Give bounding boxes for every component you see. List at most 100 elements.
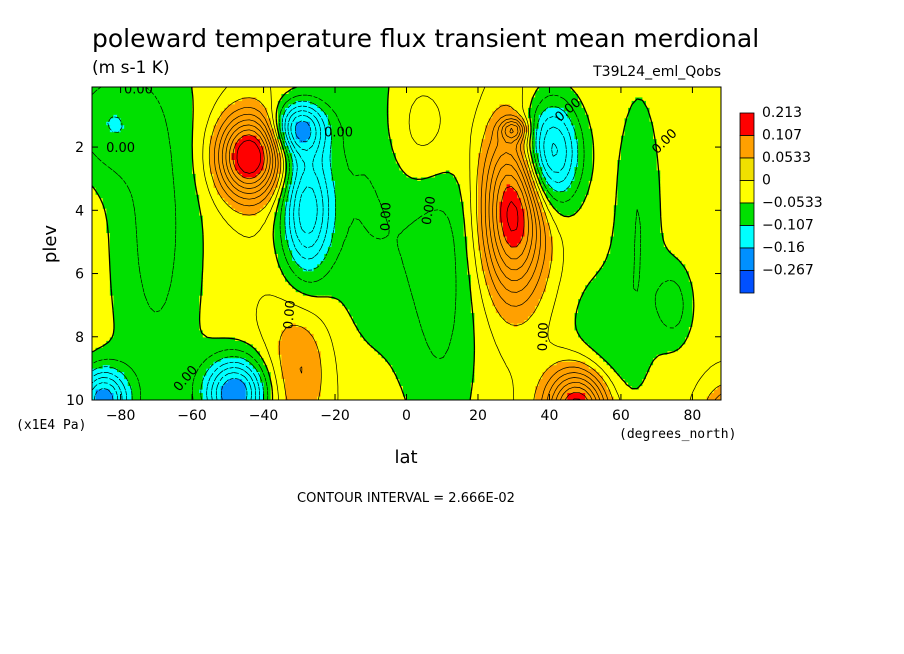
contour-cell [181, 153, 186, 158]
contour-cell [102, 163, 107, 168]
contour-cell [238, 177, 243, 182]
contour-cell [149, 104, 154, 109]
contour-cell [270, 100, 275, 105]
contour-cell [635, 90, 640, 95]
contour-cell [538, 111, 543, 116]
contour-cell [374, 100, 379, 105]
contour-cell [692, 163, 697, 168]
contour-cell [542, 111, 547, 116]
contour-cell [420, 121, 425, 126]
contour-cell [367, 128, 372, 133]
contour-cell [524, 163, 529, 168]
contour-cell [588, 104, 593, 109]
contour-cell [510, 107, 515, 112]
contour-cell [360, 180, 365, 185]
contour-cell [477, 163, 483, 168]
contour-cell [102, 135, 107, 140]
contour-cell [102, 160, 107, 165]
contour-cell [713, 114, 719, 119]
contour-cell [188, 114, 193, 119]
contour-cell [345, 93, 350, 99]
contour-cell [188, 132, 193, 137]
contour-cell [542, 153, 547, 158]
contour-cell [385, 128, 390, 133]
contour-cell [367, 153, 372, 158]
contour-cell [692, 111, 697, 116]
contour-cell [274, 93, 279, 99]
contour-cell [502, 153, 508, 158]
contour-cell [524, 146, 529, 151]
contour-cell [195, 173, 200, 179]
contour-cell [620, 142, 626, 147]
contour-cell [678, 170, 683, 175]
contour-cell [120, 160, 125, 165]
contour-cell [338, 128, 343, 133]
contour-cell [349, 125, 354, 130]
contour-cell [581, 114, 586, 119]
contour-cell [281, 97, 286, 102]
contour-cell [427, 142, 433, 147]
contour-cell [556, 121, 561, 126]
contour-cell [170, 93, 175, 99]
contour-cell [599, 177, 604, 182]
contour-cell [367, 170, 372, 175]
contour-cell [467, 149, 472, 154]
contour-cell [274, 160, 279, 165]
contour-cell [99, 97, 104, 102]
contour-cell [195, 184, 200, 189]
contour-cell [106, 118, 111, 123]
contour-cell [177, 118, 182, 123]
contour-cell [274, 97, 279, 102]
contour-cell [649, 180, 654, 185]
contour-cell [670, 160, 676, 165]
contour-cell [417, 104, 422, 109]
contour-cell [356, 166, 361, 172]
contour-cell [624, 153, 629, 158]
contour-cell [170, 149, 175, 154]
contour-cell [249, 163, 254, 168]
contour-cell [102, 153, 107, 158]
contour-cell [638, 121, 643, 126]
contour-cell [438, 163, 443, 168]
contour-cell [513, 166, 518, 172]
contour-cell [131, 132, 136, 137]
contour-cell [152, 132, 157, 137]
contour-cell [159, 139, 165, 144]
contour-cell [502, 170, 508, 175]
contour-cell [520, 139, 526, 144]
contour-cell [649, 135, 654, 140]
contour-cell [567, 180, 572, 185]
contour-cell [177, 93, 182, 99]
contour-cell [410, 160, 415, 165]
contour-cell [678, 93, 683, 99]
contour-cell [106, 166, 111, 172]
contour-cell [335, 132, 340, 137]
contour-cell [510, 149, 515, 154]
contour-cell [578, 93, 583, 99]
contour-cell [531, 142, 536, 147]
contour-cell [392, 87, 397, 92]
contour-cell [249, 160, 254, 165]
contour-cell [363, 90, 368, 95]
contour-cell [495, 160, 501, 165]
contour-cell [174, 173, 179, 179]
contour-cell [406, 153, 411, 158]
contour-cell [142, 163, 147, 168]
contour-cell [224, 132, 229, 137]
contour-cell [524, 107, 529, 112]
contour-cell [238, 173, 243, 179]
contour-cell [438, 90, 443, 95]
contour-cell [574, 107, 579, 112]
contour-cell [209, 160, 215, 165]
contour-cell [553, 163, 558, 168]
contour-cell [360, 173, 365, 179]
contour-cell [163, 153, 168, 158]
contour-cell [656, 104, 661, 109]
contour-cell [495, 90, 501, 95]
contour-cell [578, 87, 583, 92]
contour-cell [295, 146, 300, 151]
contour-cell [438, 156, 443, 161]
contour-cell [681, 135, 686, 140]
contour-cell [710, 87, 715, 92]
contour-cell [470, 166, 475, 172]
